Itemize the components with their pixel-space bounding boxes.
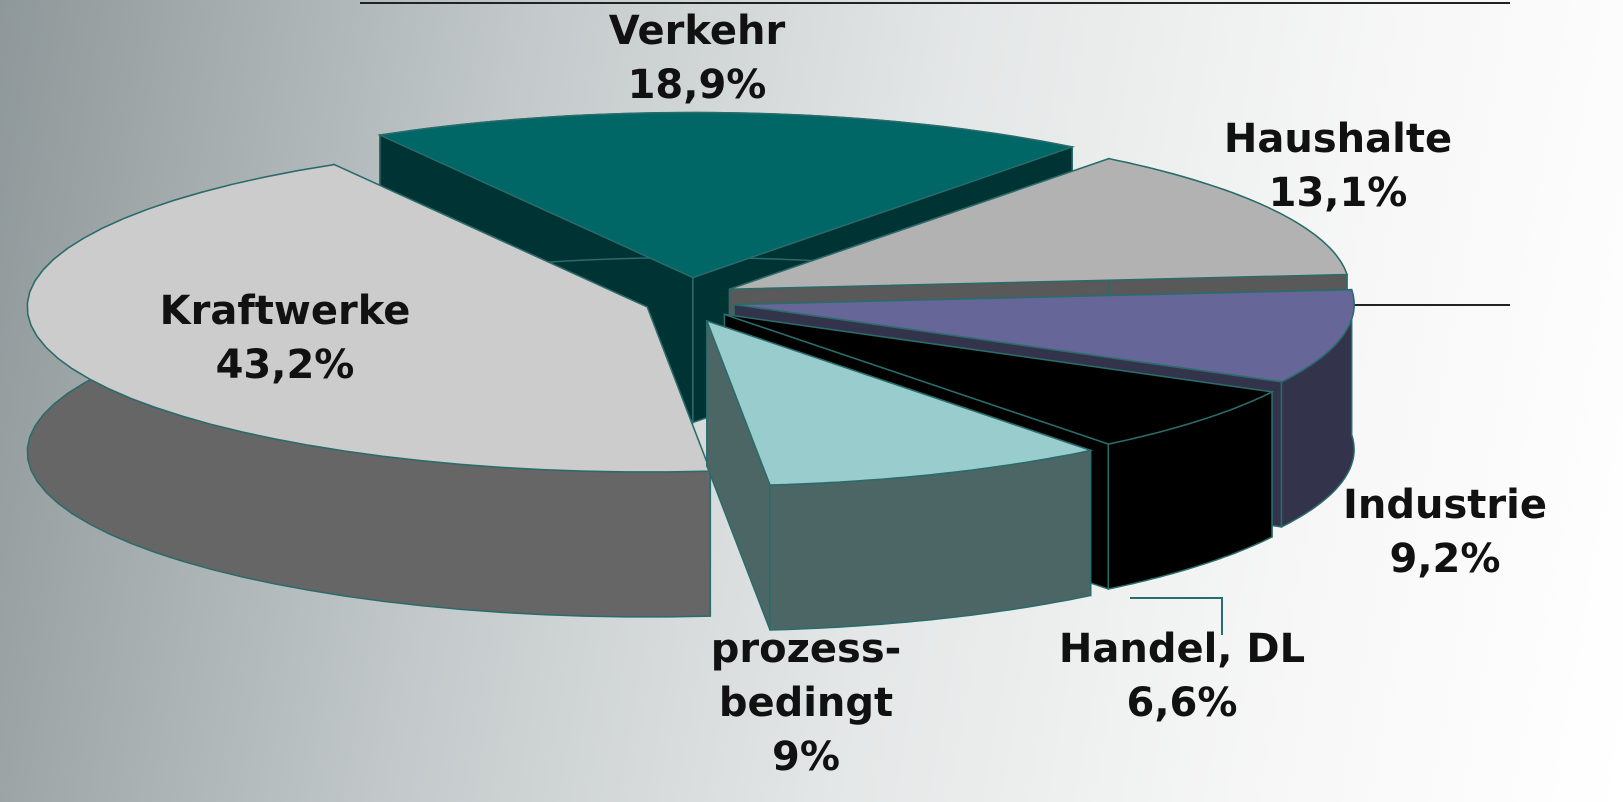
value-label: 9% xyxy=(772,734,840,780)
slice xyxy=(705,319,1094,486)
category-label: prozess- bedingt xyxy=(710,626,902,726)
category-label: Kraftwerke xyxy=(159,288,411,334)
category-label: Haushalte xyxy=(1223,116,1453,162)
category-label: Handel, DL xyxy=(1058,626,1306,672)
value-label: 13,1% xyxy=(1268,170,1408,216)
category-label: Industrie xyxy=(1343,482,1547,528)
slice-label: Verkehr 18,9% xyxy=(609,4,785,112)
slice xyxy=(729,157,1349,290)
slice-label: Kraftwerke 43,2% xyxy=(160,284,411,392)
slice xyxy=(26,163,712,473)
value-label: 6,6% xyxy=(1126,680,1238,726)
slice xyxy=(733,288,1355,383)
slice-label: prozess- bedingt 9% xyxy=(711,622,901,784)
value-label: 18,9% xyxy=(627,62,767,108)
slice xyxy=(724,313,1275,445)
slice-label: Handel, DL 6,6% xyxy=(1059,622,1305,730)
category-label: Verkehr xyxy=(608,8,786,54)
slice-label: Industrie 9,2% xyxy=(1343,478,1547,586)
slice xyxy=(377,111,1076,279)
value-label: 43,2% xyxy=(215,342,355,388)
leader-line xyxy=(1130,597,1223,635)
slice-label: Haushalte 13,1% xyxy=(1224,112,1452,220)
value-label: 9,2% xyxy=(1389,536,1501,582)
